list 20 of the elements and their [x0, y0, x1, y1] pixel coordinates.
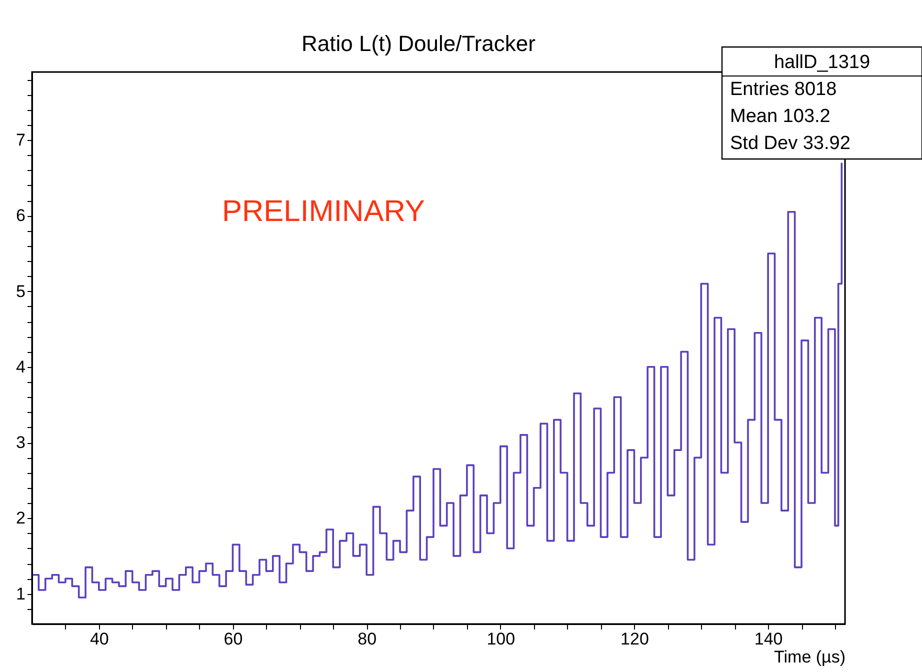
x-tick-label: 60: [224, 630, 243, 648]
y-tick-label: 6: [16, 206, 26, 226]
x-tick-label: 80: [358, 630, 377, 648]
y-tick-label: 3: [16, 433, 26, 452]
annotation: PRELIMINARY: [222, 195, 425, 228]
x-tick-label: 120: [620, 630, 649, 648]
y-tick-label: 4: [16, 357, 26, 376]
annotation: Entries 8018: [730, 79, 837, 100]
x-tick-label: 140: [754, 630, 783, 648]
x-axis-title: Time (µs): [774, 648, 846, 666]
x-tick-label: 40: [90, 630, 109, 648]
chart-title: Ratio L(t) Doule/Tracker: [302, 31, 536, 56]
annotation: Mean 103.2: [730, 106, 830, 127]
y-tick-label: 5: [16, 282, 26, 301]
annotation: Std Dev 33.92: [730, 133, 850, 154]
y-tick-label: 7: [16, 130, 26, 150]
y-tick-label: 2: [16, 508, 26, 528]
x-tick-label: 100: [486, 630, 516, 648]
annotation: hallD_1319: [774, 52, 870, 73]
y-tick-label: 1: [16, 584, 26, 604]
